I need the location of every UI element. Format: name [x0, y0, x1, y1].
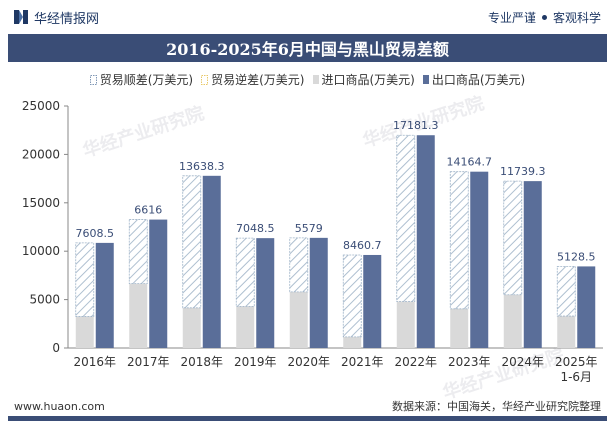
export-bar [523, 181, 542, 348]
footer-source: 数据来源：中国海关，华经产业研究院整理 [392, 400, 601, 413]
legend-swatch-export [422, 75, 429, 84]
surplus-bar [342, 254, 362, 338]
surplus-bar [396, 134, 416, 302]
export-bar [149, 219, 168, 348]
data-label: 7048.5 [236, 222, 275, 235]
brand-logo-icon [14, 10, 28, 24]
y-tick-label: 5000 [29, 293, 60, 307]
brand-name: 华经情报网 [34, 11, 100, 27]
data-label: 6616 [134, 204, 162, 217]
x-tick-label: 2024年 [501, 355, 544, 369]
footer: www.huaon.com 数据来源：中国海关，华经产业研究院整理 [0, 396, 615, 416]
separator-dot-icon [541, 14, 547, 20]
surplus-bar [128, 219, 148, 285]
y-tick-label: 10000 [22, 244, 60, 258]
export-bar [416, 135, 435, 348]
x-tick-label: 2019年 [234, 355, 277, 369]
data-label: 8460.7 [343, 239, 382, 252]
export-bar [95, 242, 114, 348]
export-bar [309, 237, 328, 348]
x-tick-label: 2016年 [73, 355, 116, 369]
surplus-bar [75, 242, 95, 317]
y-tick-label: 15000 [22, 196, 60, 210]
import-bar [182, 307, 201, 348]
import-bar [75, 316, 94, 348]
x-tick-label: 2023年 [448, 355, 491, 369]
data-label: 11739.3 [500, 165, 546, 178]
surplus-bar [182, 175, 202, 309]
y-tick-label: 25000 [22, 99, 60, 113]
data-label: 5579 [295, 222, 323, 235]
legend-item-surplus: 贸易顺差(万美元) [89, 71, 194, 88]
legend-swatch-surplus [89, 74, 97, 85]
data-label: 5128.5 [557, 250, 596, 263]
legend-swatch-import [312, 75, 319, 84]
legend-label-deficit: 贸易逆差(万美元) [211, 73, 305, 87]
chart-legend: 贸易顺差(万美元) 贸易逆差(万美元) 进口商品(万美元) 出口商品(万美元) [0, 71, 615, 88]
tagline: 专业严谨 客观科学 [488, 9, 601, 26]
export-bar [577, 266, 596, 348]
legend-item-import: 进口商品(万美元) [312, 71, 415, 88]
surplus-bar [449, 171, 469, 310]
legend-label-export: 出口商品(万美元) [431, 73, 526, 87]
surplus-bar [556, 266, 576, 317]
y-tick-label: 0 [52, 341, 60, 355]
x-tick-label: 2025年 1-6月 [555, 355, 598, 384]
import-bar [236, 306, 255, 348]
data-label: 17181.3 [393, 119, 439, 132]
surplus-bar [289, 237, 309, 293]
import-bar [129, 283, 148, 348]
legend-label-import: 进口商品(万美元) [321, 73, 415, 87]
footer-bar [8, 416, 607, 421]
data-label: 14164.7 [447, 156, 493, 169]
x-tick-label: 2017年 [127, 355, 170, 369]
import-bar [503, 294, 522, 348]
legend-swatch-deficit [201, 74, 209, 85]
export-bar [363, 254, 382, 348]
data-label: 7608.5 [76, 227, 115, 240]
legend-label-surplus: 贸易顺差(万美元) [99, 73, 194, 87]
y-tick-label: 20000 [22, 147, 60, 161]
top-bar: 华经情报网 专业严谨 客观科学 [0, 0, 615, 34]
import-bar [343, 336, 362, 348]
x-tick-label: 2020年 [287, 355, 330, 369]
legend-item-deficit: 贸易逆差(万美元) [201, 71, 305, 88]
export-bar [202, 175, 221, 348]
x-tick-label: 2021年 [341, 355, 384, 369]
footer-website: www.huaon.com [14, 399, 105, 413]
import-bar [289, 291, 308, 348]
export-bar [256, 238, 275, 348]
import-bar [557, 316, 576, 348]
tagline-left: 专业严谨 [487, 10, 536, 25]
brand: 华经情报网 [14, 8, 99, 27]
legend-item-export: 出口商品(万美元) [422, 71, 526, 88]
x-tick-label: 2022年 [394, 355, 437, 369]
surplus-bar [503, 180, 523, 296]
chart-title: 2016-2025年6月中国与黑山贸易差额 [8, 34, 607, 62]
x-tick-label: 2018年 [180, 355, 223, 369]
import-bar [396, 301, 415, 348]
tagline-right: 客观科学 [552, 10, 601, 25]
export-bar [470, 171, 489, 348]
surplus-bar [235, 237, 255, 307]
import-bar [450, 308, 469, 348]
data-label: 13638.3 [179, 160, 225, 173]
